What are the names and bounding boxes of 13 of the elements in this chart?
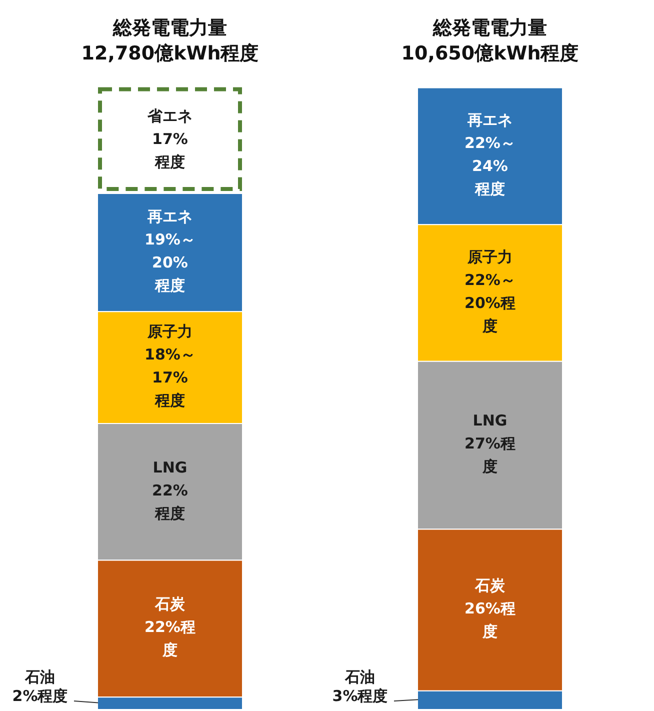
data-label: 石炭 22%程度: [144, 595, 196, 660]
data-label: 石油 2%程度: [12, 668, 68, 705]
data-label: 石炭 26%程度: [464, 576, 516, 640]
data-label: 省エネ 17% 程度: [146, 107, 192, 172]
data-label: LNG 27%程度: [464, 412, 516, 476]
x-tick-label: 総発電電力量 10,650億kWh程度: [401, 16, 579, 64]
x-tick-label: 総発電電力量 12,780億kWh程度: [81, 16, 259, 64]
data-label: 石油 3%程度: [332, 668, 388, 705]
data-label: 再エネ 19%～ 20% 程度: [144, 207, 196, 294]
data-label: 再エネ 22%～ 24% 程度: [464, 111, 516, 198]
data-label: LNG 22% 程度: [152, 458, 188, 522]
data-label: 原子力 18%～ 17% 程度: [144, 322, 196, 410]
data-label: 原子力 22%～ 20%程度: [464, 248, 516, 335]
